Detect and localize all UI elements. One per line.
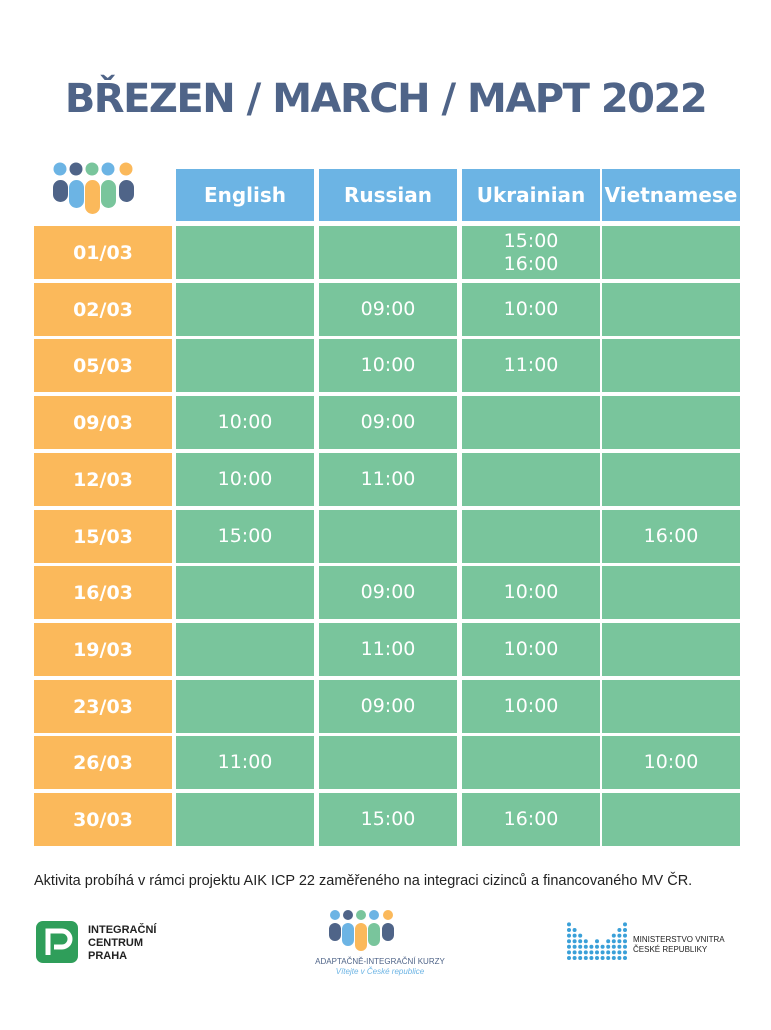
- time-slot-cell: 10:00: [462, 680, 600, 733]
- date-cell: 02/03: [34, 283, 172, 336]
- time-slot-cell: [462, 396, 600, 449]
- time-slot-cell: 09:00: [319, 283, 457, 336]
- time-slot-text: 16:00: [503, 808, 559, 830]
- time-slot-cell: [462, 510, 600, 563]
- time-slot-cell: 09:00: [319, 566, 457, 619]
- time-slot-text: 16:00: [503, 252, 559, 275]
- time-slot-cell: 11:00: [176, 736, 314, 789]
- column-header-vietnamese: Vietnamese: [602, 169, 740, 221]
- date-cell: 30/03: [34, 793, 172, 846]
- time-slot-text: 10:00: [503, 638, 559, 660]
- time-slot-cell: 10:00: [462, 283, 600, 336]
- people-group-icon: [53, 162, 134, 214]
- time-slot-text: 10:00: [503, 298, 559, 320]
- time-slot-cell: [602, 793, 740, 846]
- integracni-centrum-logo-icon: [36, 921, 78, 963]
- time-slot-text: 10:00: [643, 751, 699, 773]
- date-cell: 01/03: [34, 226, 172, 279]
- time-slot-cell: [176, 793, 314, 846]
- time-slot-cell: 16:00: [602, 510, 740, 563]
- time-slot-cell: 11:00: [319, 623, 457, 676]
- date-cell: 19/03: [34, 623, 172, 676]
- time-slot-text: 10:00: [217, 468, 273, 490]
- time-slot-cell: [176, 226, 314, 279]
- time-slot-cell: [602, 339, 740, 392]
- time-slot-cell: [602, 226, 740, 279]
- date-cell: 23/03: [34, 680, 172, 733]
- time-slot-cell: [602, 283, 740, 336]
- time-slot-cell: [176, 680, 314, 733]
- time-slot-cell: [602, 453, 740, 506]
- time-slot-text: 15:00: [217, 525, 273, 547]
- time-slot-cell: [462, 453, 600, 506]
- time-slot-cell: [319, 226, 457, 279]
- ministerstvo-vnitra-logo-text: MINISTERSTVO VNITRA ČESKÉ REPUBLIKY: [633, 935, 725, 954]
- time-slot-cell: 10:00: [176, 453, 314, 506]
- time-slot-cell: [602, 623, 740, 676]
- time-slot-cell: 15:00: [319, 793, 457, 846]
- time-slot-cell: 10:00: [462, 623, 600, 676]
- time-slot-text: 10:00: [503, 695, 559, 717]
- time-slot-cell: [602, 680, 740, 733]
- time-slot-cell: [319, 736, 457, 789]
- date-cell: 26/03: [34, 736, 172, 789]
- date-cell: 12/03: [34, 453, 172, 506]
- column-header-english: English: [176, 169, 314, 221]
- time-slot-text: 10:00: [503, 581, 559, 603]
- time-slot-cell: 11:00: [319, 453, 457, 506]
- time-slot-cell: [176, 623, 314, 676]
- time-slot-text: 15:00: [360, 808, 416, 830]
- aik-logo-tagline: Vítejte v České republice: [335, 967, 425, 976]
- integracni-centrum-logo-text: INTEGRAČNÍ CENTRUM PRAHA: [88, 924, 157, 962]
- time-slot-cell: [319, 510, 457, 563]
- column-header-russian: Russian: [319, 169, 457, 221]
- time-slot-cell: 09:00: [319, 680, 457, 733]
- date-cell: 15/03: [34, 510, 172, 563]
- time-slot-cell: [176, 566, 314, 619]
- time-slot-cell: [462, 736, 600, 789]
- aik-people-logo-icon: [329, 910, 394, 951]
- time-slot-text: 09:00: [360, 298, 416, 320]
- date-cell: 16/03: [34, 566, 172, 619]
- time-slot-cell: 10:00: [602, 736, 740, 789]
- column-header-ukrainian: Ukrainian: [462, 169, 600, 221]
- time-slot-cell: 10:00: [319, 339, 457, 392]
- time-slot-cell: 16:00: [462, 793, 600, 846]
- time-slot-text: 16:00: [643, 525, 699, 547]
- time-slot-cell: [176, 283, 314, 336]
- page-title: BŘEZEN / MARCH / MAPT 2022: [64, 76, 708, 122]
- time-slot-cell: 15:00 16:00: [462, 226, 600, 279]
- time-slot-text: 11:00: [360, 468, 416, 490]
- time-slot-cell: [176, 339, 314, 392]
- time-slot-text: 09:00: [360, 581, 416, 603]
- time-slot-text: 09:00: [360, 695, 416, 717]
- time-slot-text: 11:00: [360, 638, 416, 660]
- footer-note: Aktivita probíhá v rámci projektu AIK IC…: [34, 873, 693, 889]
- time-slot-text: 09:00: [360, 411, 416, 433]
- time-slot-text: 11:00: [217, 751, 273, 773]
- time-slot-cell: 10:00: [462, 566, 600, 619]
- time-slot-cell: [602, 566, 740, 619]
- aik-logo-name: ADAPTAČNĚ-INTEGRAČNÍ KURZY: [315, 957, 445, 966]
- time-slot-text: 10:00: [217, 411, 273, 433]
- aik-logo-text: ADAPTAČNĚ-INTEGRAČNÍ KURZY Vítejte v Čes…: [290, 957, 470, 977]
- time-slot-cell: 10:00: [176, 396, 314, 449]
- time-slot-text: 11:00: [503, 354, 559, 376]
- time-slot-cell: 09:00: [319, 396, 457, 449]
- time-slot-cell: 15:00: [176, 510, 314, 563]
- time-slot-cell: 11:00: [462, 339, 600, 392]
- time-slot-text: 15:00: [503, 229, 559, 252]
- time-slot-cell: [602, 396, 740, 449]
- time-slot-text: 10:00: [360, 354, 416, 376]
- ministerstvo-vnitra-logo-icon: [567, 922, 627, 960]
- date-cell: 09/03: [34, 396, 172, 449]
- date-cell: 05/03: [34, 339, 172, 392]
